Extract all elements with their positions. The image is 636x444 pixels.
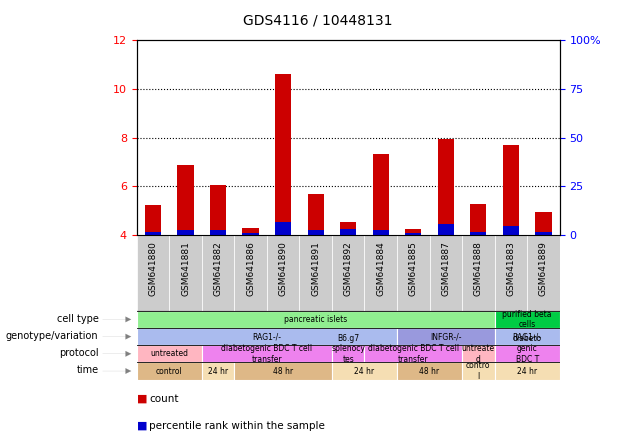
Bar (364, 345, 462, 362)
Text: INFGR-/-: INFGR-/- (430, 332, 462, 341)
Text: GSM641892: GSM641892 (343, 242, 353, 296)
Bar (470, 232, 487, 235)
Text: GSM641882: GSM641882 (214, 242, 223, 296)
Text: GSM641887: GSM641887 (441, 242, 450, 296)
Bar (405, 233, 422, 235)
Text: genotype/variation: genotype/variation (6, 331, 99, 341)
Text: 48 hr: 48 hr (420, 366, 439, 376)
Bar (177, 230, 194, 235)
Bar (234, 362, 332, 380)
Bar (145, 205, 161, 235)
Text: GSM641880: GSM641880 (149, 242, 158, 296)
Bar (536, 232, 551, 235)
Text: percentile rank within the sample: percentile rank within the sample (149, 420, 326, 431)
Bar (502, 145, 519, 235)
Text: GSM641883: GSM641883 (506, 242, 515, 296)
Bar (202, 235, 234, 311)
Text: count: count (149, 394, 179, 404)
Bar (340, 222, 356, 235)
Text: cell type: cell type (57, 313, 99, 324)
Bar (210, 185, 226, 235)
Bar (177, 165, 194, 235)
Bar (300, 235, 332, 311)
Text: GSM641889: GSM641889 (539, 242, 548, 296)
Bar (332, 235, 364, 311)
Text: time: time (76, 365, 99, 375)
Text: RAG1-/-: RAG1-/- (252, 332, 281, 341)
Bar (275, 74, 291, 235)
Bar (527, 235, 560, 311)
Bar (397, 328, 495, 345)
Text: GSM641888: GSM641888 (474, 242, 483, 296)
Bar (267, 235, 300, 311)
Bar (145, 232, 161, 235)
Text: pancreatic islets: pancreatic islets (284, 315, 347, 324)
Text: purified beta
cells: purified beta cells (502, 310, 552, 329)
Text: control: control (156, 366, 183, 376)
Bar (340, 229, 356, 235)
Bar (202, 345, 332, 362)
Text: untreated: untreated (150, 349, 188, 358)
Text: diabetogenic BDC T cell
transfer: diabetogenic BDC T cell transfer (221, 344, 312, 364)
Text: GSM641886: GSM641886 (246, 242, 255, 296)
Bar (169, 235, 202, 311)
Text: 24 hr: 24 hr (354, 366, 375, 376)
Bar (137, 345, 202, 362)
Bar (470, 203, 487, 235)
Text: ■: ■ (137, 420, 148, 431)
Text: GSM641885: GSM641885 (409, 242, 418, 296)
Bar (234, 235, 267, 311)
Bar (242, 228, 259, 235)
Bar (462, 235, 495, 311)
Bar (137, 311, 495, 328)
Bar (242, 233, 259, 235)
Bar (275, 222, 291, 235)
Text: 48 hr: 48 hr (273, 366, 293, 376)
Text: untreate
d: untreate d (462, 344, 495, 364)
Bar (495, 328, 560, 345)
Bar (332, 362, 397, 380)
Bar (462, 362, 495, 380)
Bar (438, 224, 454, 235)
Text: protocol: protocol (59, 348, 99, 358)
Text: GSM641890: GSM641890 (279, 242, 287, 296)
Bar (373, 230, 389, 235)
Bar (397, 235, 429, 311)
Bar (502, 226, 519, 235)
Bar (495, 362, 560, 380)
Bar (137, 362, 202, 380)
Bar (202, 362, 234, 380)
Bar (495, 235, 527, 311)
Bar (308, 194, 324, 235)
Text: B6.g7
splenocy
tes
transfer: B6.g7 splenocy tes transfer (331, 334, 365, 374)
Text: GSM641884: GSM641884 (377, 242, 385, 296)
Bar (405, 229, 422, 235)
Text: ■: ■ (137, 394, 148, 404)
Bar (210, 230, 226, 235)
Bar (536, 212, 551, 235)
Text: diabeto
genic
BDC T
cell trans: diabeto genic BDC T cell trans (509, 334, 545, 374)
Bar (495, 345, 560, 362)
Bar (397, 362, 462, 380)
Bar (462, 345, 495, 362)
Text: GSM641891: GSM641891 (311, 242, 320, 296)
Text: diabetogenic BDC T cell
transfer: diabetogenic BDC T cell transfer (368, 344, 459, 364)
Text: GDS4116 / 10448131: GDS4116 / 10448131 (243, 13, 393, 28)
Bar (429, 235, 462, 311)
Bar (373, 154, 389, 235)
Bar (495, 311, 560, 328)
Text: RAG1-/-: RAG1-/- (513, 332, 542, 341)
Bar (438, 139, 454, 235)
Text: GSM641881: GSM641881 (181, 242, 190, 296)
Bar (332, 345, 364, 362)
Text: 24 hr: 24 hr (517, 366, 537, 376)
Text: contro
l: contro l (466, 361, 490, 381)
Bar (137, 235, 169, 311)
Bar (137, 328, 397, 345)
Text: 24 hr: 24 hr (208, 366, 228, 376)
Bar (364, 235, 397, 311)
Bar (308, 230, 324, 235)
